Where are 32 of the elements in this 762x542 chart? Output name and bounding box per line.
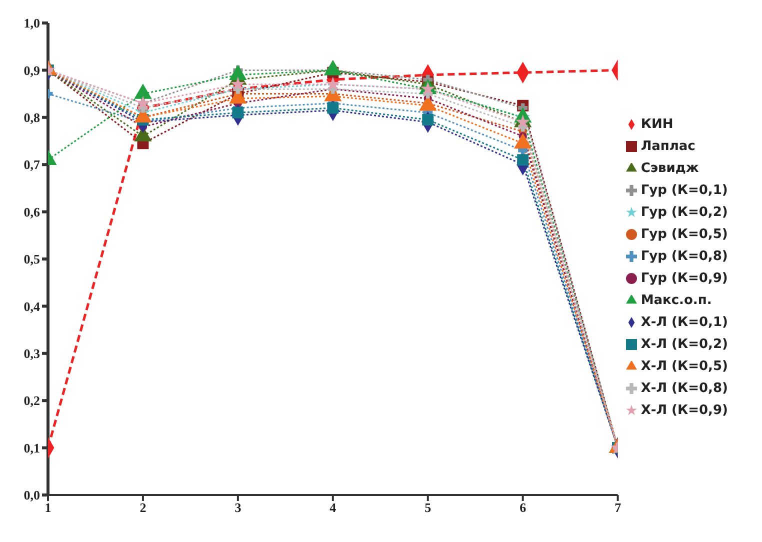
y-tick-label: 0,1 — [24, 440, 40, 456]
legend-label: Лаплас — [640, 139, 696, 154]
y-tick-label: 0,7 — [24, 157, 40, 172]
x-tick-label: 7 — [614, 500, 622, 516]
x-tick-label: 4 — [330, 500, 337, 516]
x-tick-label: 3 — [234, 500, 242, 516]
legend-label: Х-Л (К=0,2) — [640, 337, 728, 352]
legend-label: Х-Л (К=0,5) — [640, 359, 728, 374]
y-tick-label: 0,4 — [24, 298, 40, 314]
legend-label: Гур (К=0,9) — [640, 271, 728, 286]
y-tick-label: 0,8 — [24, 110, 40, 126]
legend-label: Гур (К=0,1) — [640, 183, 728, 198]
legend-label: Х-Л (К=0,1) — [640, 315, 728, 330]
x-tick-label: 1 — [44, 500, 52, 516]
legend-label: Гур (К=0,2) — [640, 205, 728, 220]
y-tick-label: 0,5 — [24, 252, 40, 267]
y-tick-label: 0,0 — [24, 488, 40, 503]
legend-label: Гур (К=0,5) — [640, 227, 728, 242]
y-tick-label: 0,9 — [24, 62, 40, 78]
legend-label: Сэвидж — [640, 161, 699, 176]
legend-label: Х-Л (К=0,8) — [640, 381, 728, 396]
y-tick-label: 0,3 — [24, 346, 40, 362]
legend-label: КИН — [640, 117, 674, 132]
y-tick-label: 1,0 — [24, 16, 40, 31]
x-tick-label: 6 — [520, 500, 527, 516]
legend-label: Макс.о.п. — [640, 293, 712, 308]
y-tick-label: 0,6 — [24, 204, 40, 220]
x-tick-label: 5 — [424, 500, 432, 516]
x-tick-label: 2 — [140, 500, 146, 516]
legend-label: Гур (К=0,8) — [640, 249, 728, 264]
legend-label: Х-Л (К=0,9) — [640, 403, 728, 418]
y-tick-label: 0,2 — [24, 393, 40, 408]
